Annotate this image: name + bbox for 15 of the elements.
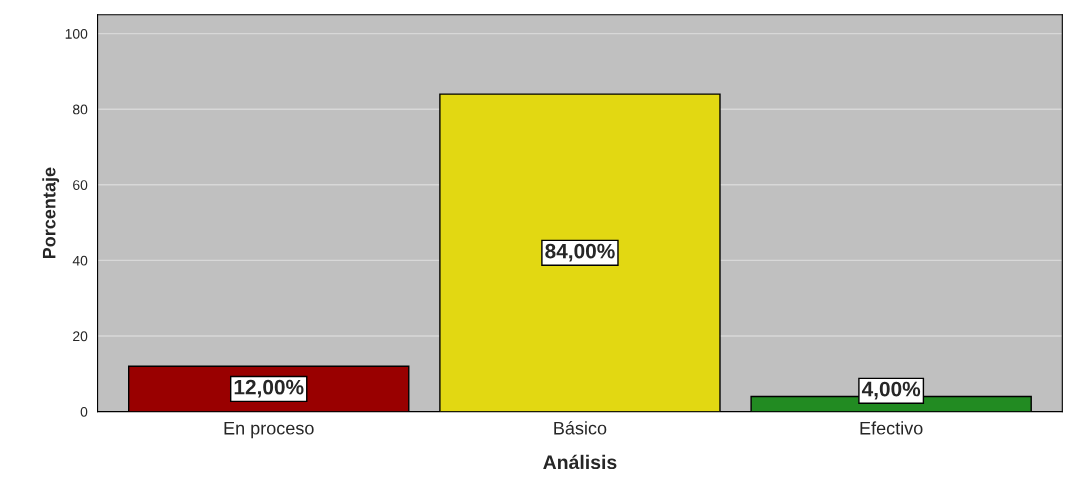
- y-tick-label: 0: [80, 406, 88, 417]
- y-tick-label: 40: [72, 255, 88, 266]
- data-label: 12,00%: [234, 379, 304, 398]
- data-label: 4,00%: [861, 381, 921, 400]
- x-tick-label: Efectivo: [860, 421, 923, 435]
- data-label: 84,00%: [545, 243, 615, 262]
- y-tick-label: 60: [73, 180, 88, 190]
- y-axis-title: Porcentaje: [42, 167, 60, 259]
- x-tick-label: Básico: [554, 421, 607, 435]
- y-tick-label: 100: [65, 28, 88, 39]
- y-tick-label: 20: [73, 331, 88, 342]
- x-axis-title: Análisis: [543, 454, 617, 470]
- y-tick-label: 80: [72, 104, 88, 115]
- x-tick-label: En proceso: [224, 421, 314, 439]
- bar: [439, 93, 721, 412]
